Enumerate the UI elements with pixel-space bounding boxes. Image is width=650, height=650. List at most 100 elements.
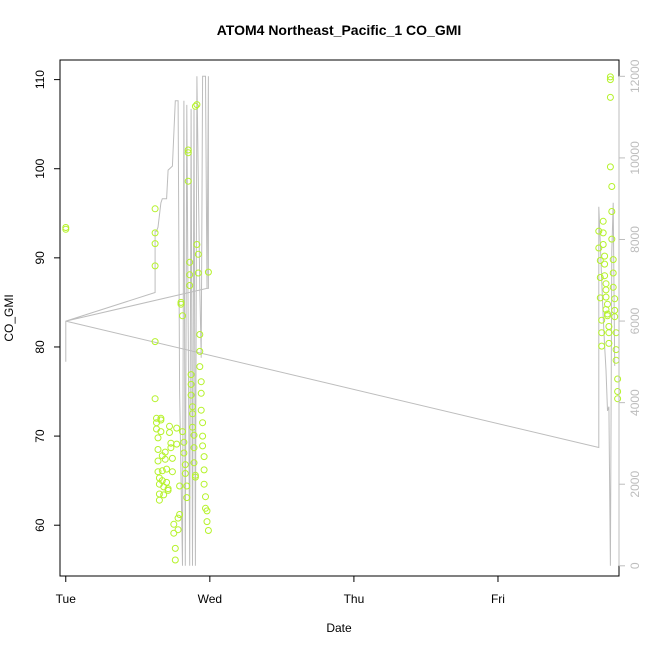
data-point [602,280,610,288]
data-point [596,274,604,281]
data-point [608,235,616,243]
data-point [151,338,159,346]
y2-tick-label: 12000 [628,59,642,93]
data-point [157,416,165,424]
data-point [157,428,165,436]
y2-tick-label: 2000 [628,471,642,498]
data-point [196,347,204,355]
data-point [612,356,620,364]
data-point [151,395,159,403]
data-point [599,217,607,225]
y-axis-label: CO_GMI [2,294,16,341]
data-point [598,316,606,324]
data-point [598,329,606,337]
data-point [191,102,199,110]
data-point [611,313,619,321]
data-point [171,556,179,564]
data-point [179,428,186,436]
data-point [158,477,166,485]
data-point [158,467,166,475]
data-point [168,468,176,476]
data-point [166,422,173,430]
data-point [168,454,176,462]
data-point [200,466,208,474]
data-point [609,256,617,264]
data-point [193,241,201,248]
y2-tick-label: 4000 [628,389,642,416]
series-line [65,75,616,566]
data-point [203,518,211,526]
x-axis-label: Date [326,621,352,635]
data-point [204,268,212,276]
right-axis-series [65,75,616,566]
data-point [605,329,613,337]
data-point [203,507,211,515]
data-point [173,440,181,448]
data-point [189,403,196,411]
data-point [200,453,208,461]
data-point [191,471,199,479]
data-point [204,527,212,534]
data-point [197,406,205,414]
data-point [595,227,603,235]
y2-tick-label: 8000 [628,226,642,253]
data-point [183,482,191,490]
data-point [187,380,195,388]
data-point [151,240,159,248]
data-point [186,271,194,279]
data-point [197,389,205,397]
data-point [184,146,192,154]
data-point [194,250,202,258]
data-point [604,300,611,308]
data-point [154,434,162,442]
data-point [189,423,196,431]
y-tick-label: 70 [33,429,47,443]
data-point [599,229,607,237]
data-point [614,395,622,403]
data-point [184,177,192,185]
data-point [190,431,198,439]
data-point [155,496,163,504]
data-point [608,183,616,190]
data-point [602,293,610,301]
data-point [180,449,188,457]
data-point [166,429,173,436]
data-point [612,346,620,354]
data-point [151,262,159,270]
data-point [606,163,614,171]
data-point [163,465,171,473]
data-point [179,312,186,320]
data-point [598,342,606,350]
data-point [596,257,604,264]
plot-frame [59,59,620,577]
data-point [190,444,198,452]
data-point [177,300,185,308]
y-tick-label: 80 [33,340,47,354]
data-point [174,526,182,534]
data-point [151,205,159,213]
data-point [62,225,70,233]
data-point [174,514,182,522]
data-point [160,491,168,499]
data-point [170,520,178,528]
data-point [199,432,207,440]
x-axis: Tue Wed Thu Fri [56,575,505,606]
data-point [173,424,181,432]
data-point [161,448,169,456]
data-point [181,470,189,477]
y-tick-label: 90 [33,251,47,265]
data-point [606,76,614,84]
data-point [193,101,201,109]
data-point [197,378,205,386]
y-axis: 60 70 80 90 100 110 [33,70,61,532]
y2-tick-label: 0 [628,562,642,569]
data-point [599,241,607,248]
data-point [614,388,622,395]
data-point [154,446,162,453]
data-point [187,371,195,379]
data-point [183,494,191,502]
data-point [608,208,616,215]
data-point [170,529,178,537]
y-tick-label: 60 [33,518,47,532]
y-tick-label: 100 [33,158,47,178]
